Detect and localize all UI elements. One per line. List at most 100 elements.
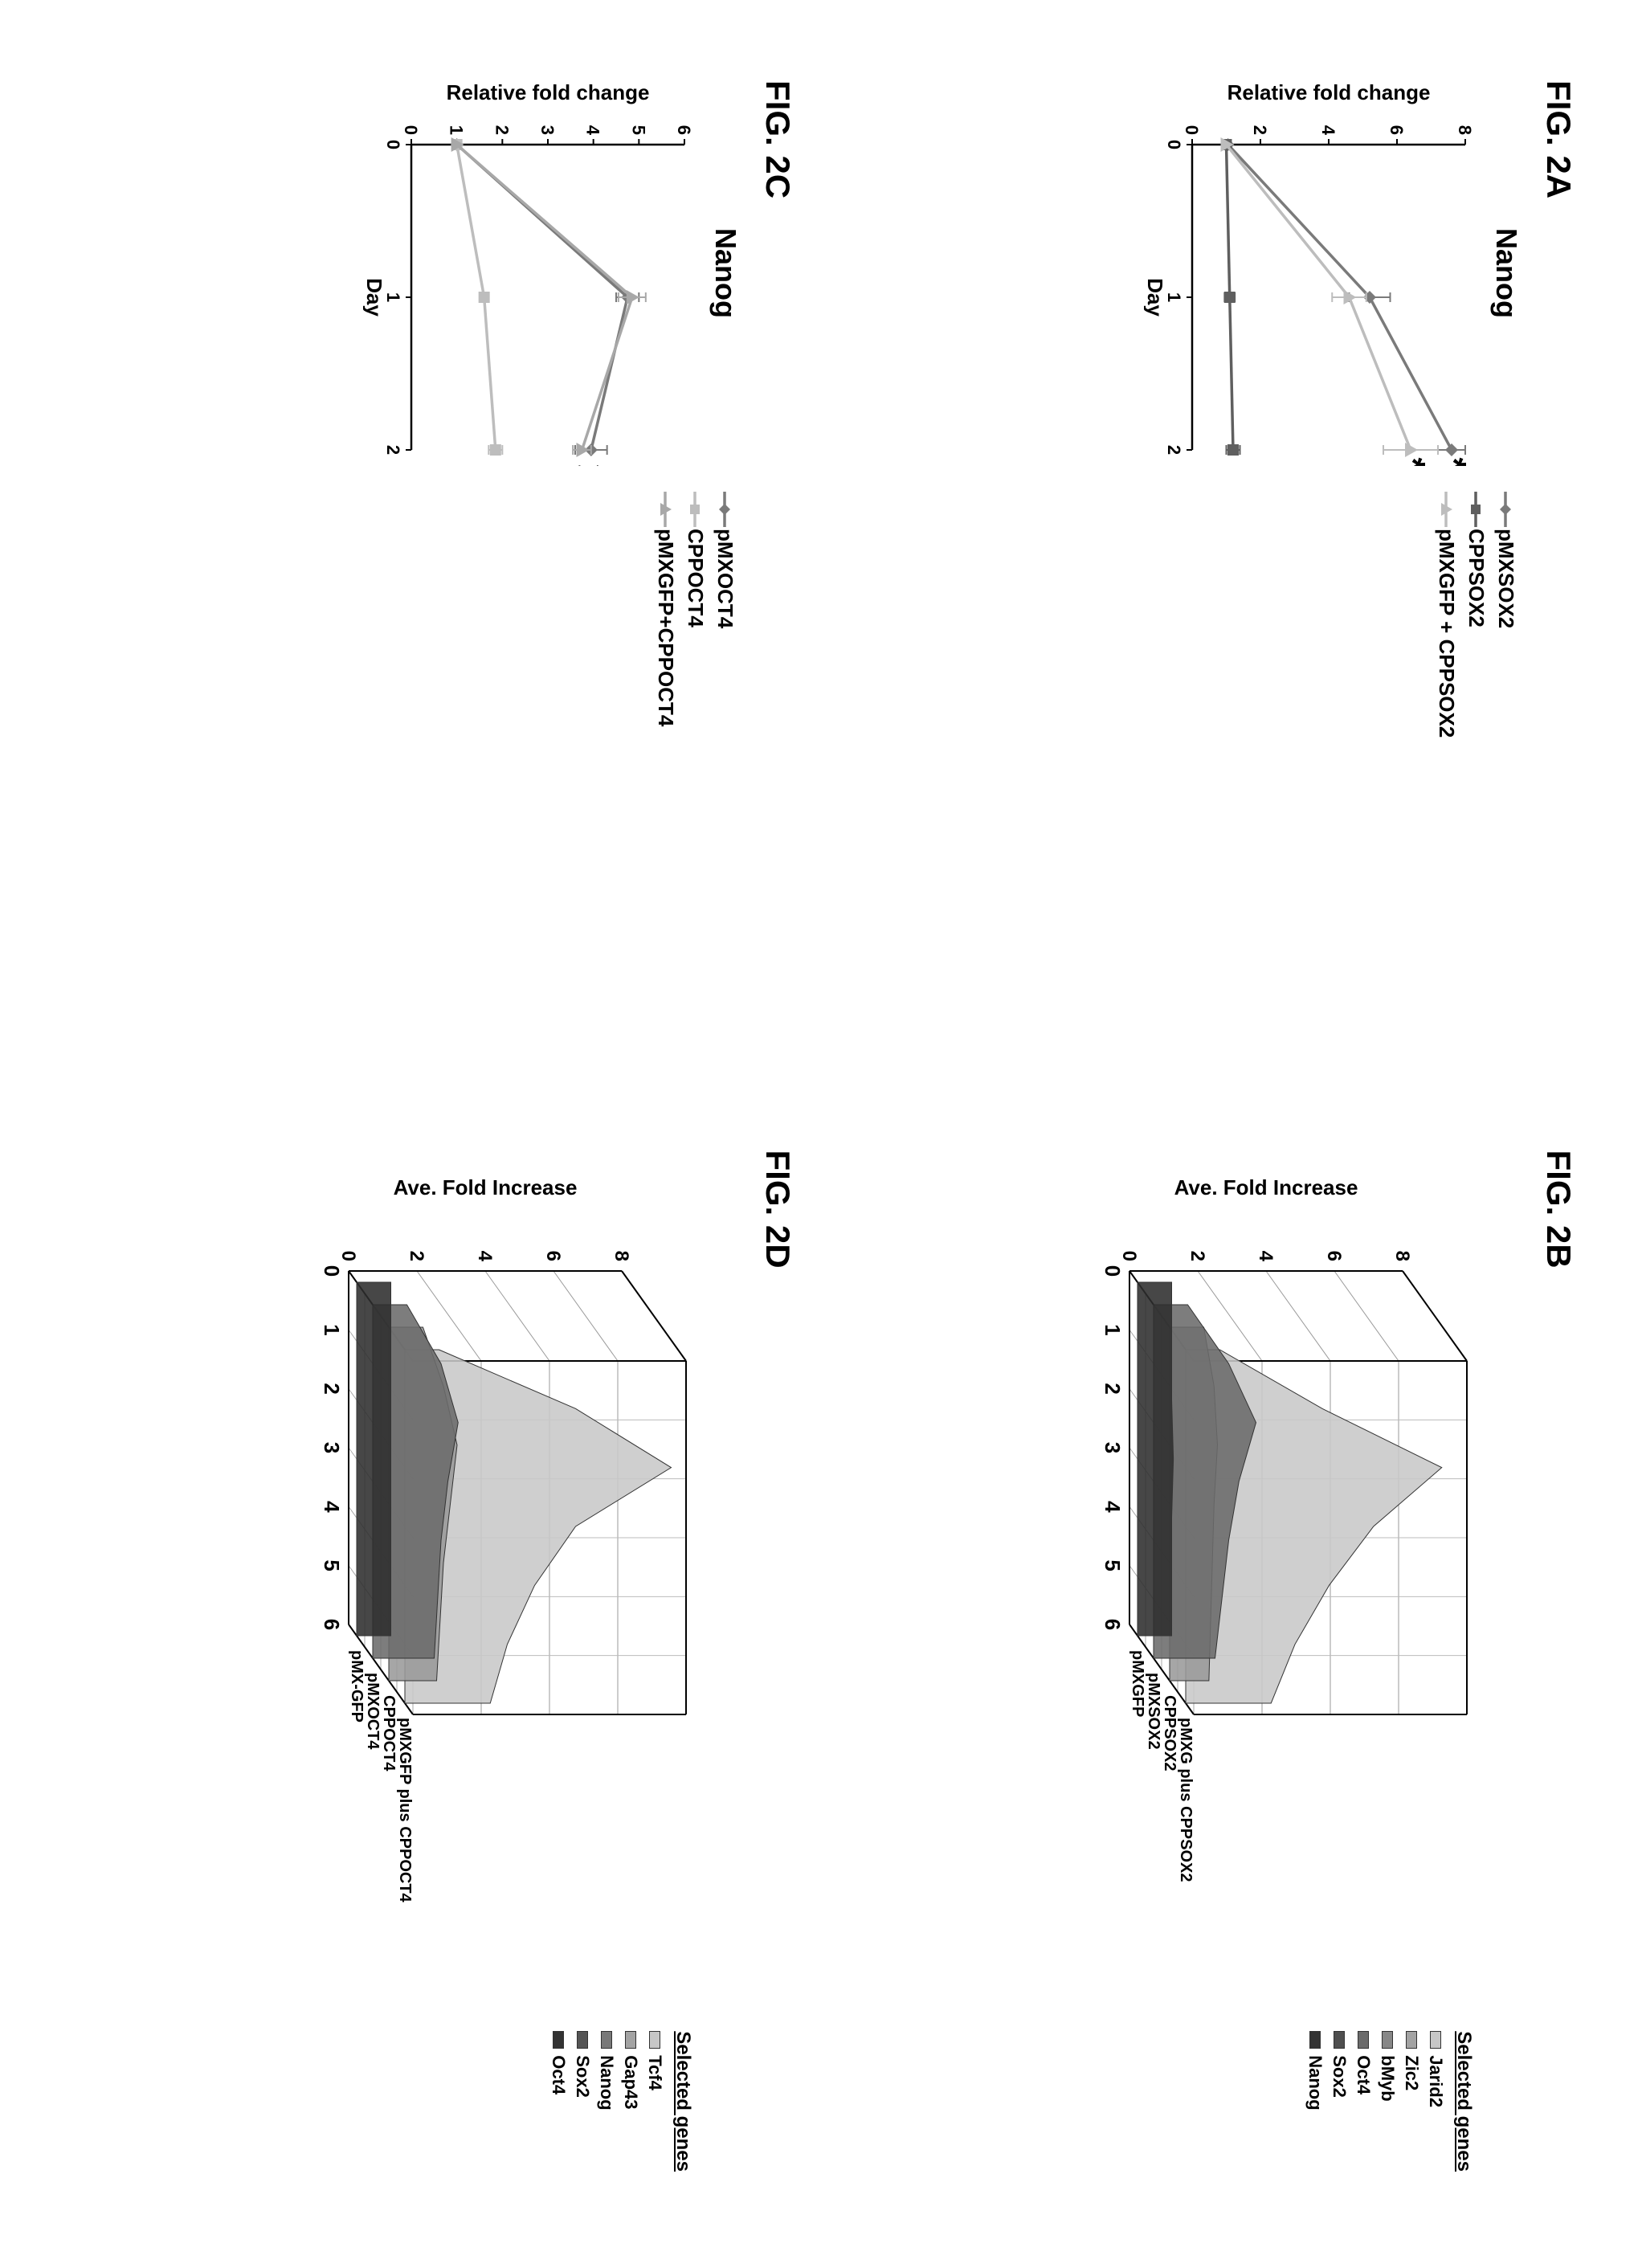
- svg-text:2: 2: [1187, 1250, 1208, 1261]
- svg-text:0: 0: [337, 1250, 359, 1261]
- svg-text:pMXOCT4: pMXOCT4: [364, 1673, 382, 1750]
- svg-text:*: *: [553, 465, 592, 466]
- surface-chart-D: 024680123456pMXGFP plus CPPOCT4CPPOCT4pM…: [260, 1150, 742, 2188]
- chart-title-C: Nanog: [709, 80, 742, 466]
- svg-text:2: 2: [406, 1250, 427, 1261]
- svg-text:4: 4: [474, 1250, 496, 1261]
- chart-title-A: Nanog: [1489, 80, 1523, 466]
- selected-genes-header: Selected genes: [672, 2031, 694, 2172]
- svg-text:Relative fold change: Relative fold change: [447, 80, 650, 104]
- svg-text:*: *: [1434, 458, 1473, 467]
- legend-item: CPPOCT4: [683, 490, 708, 726]
- gene-legend-item: Jarid2: [1425, 2031, 1446, 2172]
- gene-legend-B: Selected genes Jarid2Zic2bMybOct4Sox2Nano…: [1301, 2031, 1475, 2172]
- svg-text:Ave. Fold Increase: Ave. Fold Increase: [1174, 1175, 1358, 1199]
- svg-text:0: 0: [401, 125, 421, 135]
- gene-swatch: [1358, 2031, 1369, 2049]
- gene-legend-item: Sox2: [1329, 2031, 1350, 2172]
- svg-text:2: 2: [1164, 445, 1184, 455]
- svg-text:6: 6: [320, 1618, 344, 1629]
- svg-text:1: 1: [320, 1324, 344, 1335]
- line-chart-svg-C: 0123456012DayRelative fold change**: [363, 80, 701, 466]
- line-chart-A: Nanog 02468012DayRelative fold change**: [1144, 80, 1523, 466]
- gene-legend-item: Nanog: [596, 2031, 617, 2172]
- svg-text:CPPOCT4: CPPOCT4: [380, 1695, 398, 1771]
- svg-text:8: 8: [1391, 1250, 1413, 1261]
- svg-text:6: 6: [542, 1250, 564, 1261]
- svg-text:Day: Day: [363, 278, 386, 317]
- svg-text:3: 3: [1101, 1441, 1125, 1453]
- gene-label: Nanog: [596, 2055, 617, 2110]
- svg-text:4: 4: [1318, 125, 1338, 136]
- legend-item: pMXOCT4: [713, 490, 737, 726]
- gene-legend-item: bMyb: [1377, 2031, 1398, 2172]
- figure-container: FIG. 2A Nanog 02468012DayRelative fold c…: [0, 0, 1642, 2268]
- gene-legend-D: Selected genesTcf4Gap43NanogSox2Oct4: [545, 2031, 694, 2172]
- svg-text:2: 2: [1250, 125, 1270, 135]
- svg-text:5: 5: [1101, 1559, 1125, 1571]
- svg-text:Ave. Fold Increase: Ave. Fold Increase: [394, 1175, 578, 1199]
- gene-legend-item: Nanog: [1305, 2031, 1325, 2172]
- svg-text:CPPSOX2: CPPSOX2: [1161, 1695, 1178, 1771]
- line-chart-svg-A: 02468012DayRelative fold change**: [1144, 80, 1481, 466]
- svg-text:pMXG plus CPPSOX2: pMXG plus CPPSOX2: [1177, 1718, 1195, 1882]
- line-chart-C: Nanog 0123456012DayRelative fold change*…: [363, 80, 742, 466]
- svg-text:pMXGFP: pMXGFP: [1129, 1650, 1146, 1717]
- svg-text:3: 3: [320, 1441, 344, 1453]
- svg-text:Day: Day: [1144, 278, 1167, 317]
- surface-chart-svg-B: 024680123456pMXG plus CPPSOX2CPPSOX2pMXS…: [1041, 1150, 1523, 1994]
- panel-A: FIG. 2A Nanog 02468012DayRelative fold c…: [845, 80, 1578, 1118]
- legend-label: pMXOCT4: [713, 529, 737, 628]
- legend-label: pMXSOX2: [1493, 529, 1518, 628]
- gene-legend-item: Tcf4: [644, 2031, 665, 2172]
- gene-swatch: [1430, 2031, 1441, 2049]
- svg-text:4: 4: [1101, 1501, 1125, 1513]
- gene-swatch: [1309, 2031, 1321, 2049]
- surface-chart-svg-D: 024680123456pMXGFP plus CPPOCT4CPPOCT4pM…: [260, 1150, 742, 1994]
- gene-label: bMyb: [1377, 2055, 1398, 2101]
- gene-swatch: [625, 2031, 636, 2049]
- legend-item: pMXGFP + CPPSOX2: [1434, 490, 1459, 738]
- selected-genes-header: Selected genes: [1452, 2031, 1475, 2172]
- panel-C: FIG. 2C Nanog 0123456012DayRelative fold…: [64, 80, 797, 1118]
- svg-text:pMXGFP plus CPPOCT4: pMXGFP plus CPPOCT4: [396, 1718, 414, 1903]
- gene-label: Sox2: [572, 2055, 593, 2098]
- svg-text:1: 1: [1101, 1324, 1125, 1335]
- svg-text:pMXSOX2: pMXSOX2: [1145, 1673, 1162, 1750]
- legend-item: pMXGFP+CPPOCT4: [653, 490, 678, 726]
- gene-swatch: [601, 2031, 612, 2049]
- svg-text:3: 3: [537, 125, 558, 135]
- panel-D: FIG. 2D 024680123456pMXGFP plus CPPOCT4C…: [64, 1150, 797, 2188]
- svg-text:2: 2: [383, 445, 403, 455]
- gene-swatch: [553, 2031, 564, 2049]
- svg-text:2: 2: [492, 125, 512, 135]
- svg-text:1: 1: [447, 125, 467, 135]
- gene-label: Zic2: [1401, 2055, 1422, 2090]
- svg-text:2: 2: [1101, 1383, 1125, 1394]
- gene-swatch: [1406, 2031, 1417, 2049]
- svg-text:0: 0: [1182, 125, 1202, 135]
- gene-swatch: [649, 2031, 660, 2049]
- svg-text:0: 0: [1164, 140, 1184, 149]
- svg-text:6: 6: [674, 125, 694, 135]
- gene-label: Oct4: [548, 2055, 569, 2094]
- gene-label: Oct4: [1353, 2055, 1374, 2094]
- svg-text:*: *: [1393, 458, 1432, 467]
- svg-text:6: 6: [1101, 1618, 1125, 1629]
- gene-label: Sox2: [1329, 2055, 1350, 2098]
- svg-text:pMX-GFP: pMX-GFP: [348, 1650, 366, 1722]
- svg-text:0: 0: [1101, 1265, 1125, 1276]
- svg-text:6: 6: [1323, 1250, 1345, 1261]
- svg-text:2: 2: [320, 1383, 344, 1394]
- svg-text:0: 0: [1118, 1250, 1140, 1261]
- legend-label: pMXGFP + CPPSOX2: [1434, 529, 1459, 738]
- legend-label: pMXGFP+CPPOCT4: [653, 529, 678, 726]
- svg-text:6: 6: [1387, 125, 1407, 135]
- gene-legend-item: Oct4: [1353, 2031, 1374, 2172]
- gene-label: Jarid2: [1425, 2055, 1446, 2107]
- legend-label: CPPSOX2: [1464, 529, 1489, 627]
- svg-text:5: 5: [628, 125, 648, 135]
- gene-legend-item: Oct4: [548, 2031, 569, 2172]
- legend-C: pMXOCT4CPPOCT4pMXGFP+CPPOCT4: [648, 490, 742, 726]
- gene-swatch: [577, 2031, 588, 2049]
